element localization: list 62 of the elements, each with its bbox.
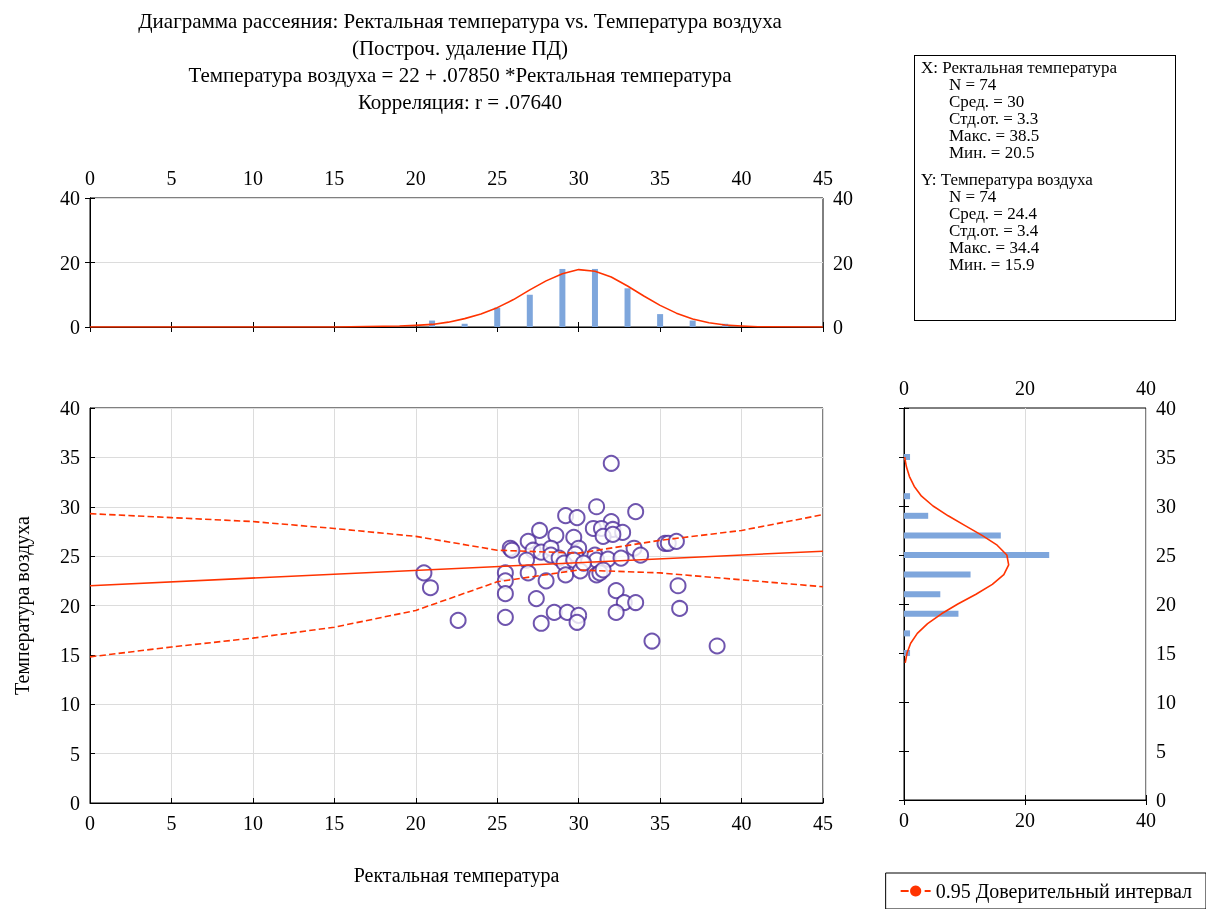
y-tick-label: 40: [1156, 397, 1176, 419]
x-tick-label: 20: [405, 812, 426, 834]
y-tick-label: 10: [60, 693, 80, 716]
x-tick-label: 35: [650, 812, 671, 834]
y2-tick-label: 20: [833, 251, 853, 274]
x-tick-label: 40: [731, 167, 752, 189]
y-tick-label: 0: [70, 316, 80, 338]
text: Температура воздуха = 22 + .07850 *Ректальная температура: [187, 62, 733, 89]
text: Сред. = 24.4: [948, 204, 1038, 223]
x-tick-label: 0: [85, 812, 95, 834]
text: X: Ректальная температура: [921, 58, 1119, 77]
x-tick-label: 45: [813, 812, 833, 834]
y-tick-label: 25: [1156, 544, 1176, 566]
y-axis-title: Температура воздуха: [11, 515, 34, 695]
x-tick-label: 0: [899, 809, 909, 831]
y2-tick-label: 40: [833, 187, 853, 209]
x-tick-label: 10: [242, 167, 263, 189]
y-tick-label: 25: [60, 545, 80, 568]
y-tick-label: 0: [70, 792, 80, 814]
x-tick-label: 35: [650, 167, 671, 189]
y-tick-label: 40: [60, 187, 80, 209]
x-tick-label: 45: [813, 167, 833, 189]
x-tick-label: 5: [166, 167, 177, 189]
x2-tick-label: 20: [1015, 377, 1035, 399]
x-axis-title: Ректальная температура: [353, 864, 560, 887]
y-tick-label: 10: [1156, 691, 1176, 713]
x-tick-label: 40: [731, 812, 752, 834]
y-tick-label: 15: [60, 643, 80, 666]
y-tick-label: 35: [1156, 446, 1176, 468]
legend-label: 0.95 Доверительный интервал: [935, 880, 1193, 903]
x-tick-label: 30: [568, 167, 589, 189]
y-tick-label: 20: [60, 251, 80, 274]
x-tick-label: 15: [324, 812, 345, 834]
chart-subtitle: (Построч. удаление ПД): [350, 35, 570, 62]
x-tick-label: 0: [85, 167, 95, 189]
text: Корреляция: r = .07640: [356, 89, 564, 116]
x-tick-label: 10: [242, 812, 263, 834]
text: N = 74: [948, 75, 998, 94]
x-tick-label: 25: [487, 167, 508, 189]
text: Мин. = 15.9: [948, 255, 1036, 274]
chart-title: Диаграмма рассеяния: Ректальная температура vs. Температура воздуха: [137, 8, 783, 35]
y-tick-label: 30: [60, 495, 80, 518]
y-tick-label: 15: [1156, 642, 1176, 664]
y-tick-label: 40: [60, 397, 80, 419]
y-tick-label: 30: [1156, 495, 1176, 517]
y2-tick-label: 0: [833, 316, 843, 338]
x-tick-label: 25: [487, 812, 508, 834]
x-tick-label: 20: [1015, 809, 1035, 831]
y-tick-label: 5: [1156, 740, 1166, 762]
x-tick-label: 30: [568, 812, 589, 834]
text: Мин. = 20.5: [948, 143, 1036, 162]
x-tick-label: 5: [166, 812, 177, 834]
y-tick-label: 35: [60, 446, 80, 469]
y-tick-label: 20: [60, 594, 80, 617]
x-tick-label: 20: [405, 167, 426, 189]
y-tick-label: 5: [70, 742, 80, 765]
y-tick-label: 0: [1156, 789, 1166, 811]
text: Y: Температура воздуха: [921, 170, 1094, 189]
text: Сред. = 30: [948, 92, 1026, 111]
x2-tick-label: 0: [899, 377, 909, 399]
x-tick-label: 15: [324, 167, 345, 189]
y-tick-label: 20: [1156, 593, 1176, 615]
